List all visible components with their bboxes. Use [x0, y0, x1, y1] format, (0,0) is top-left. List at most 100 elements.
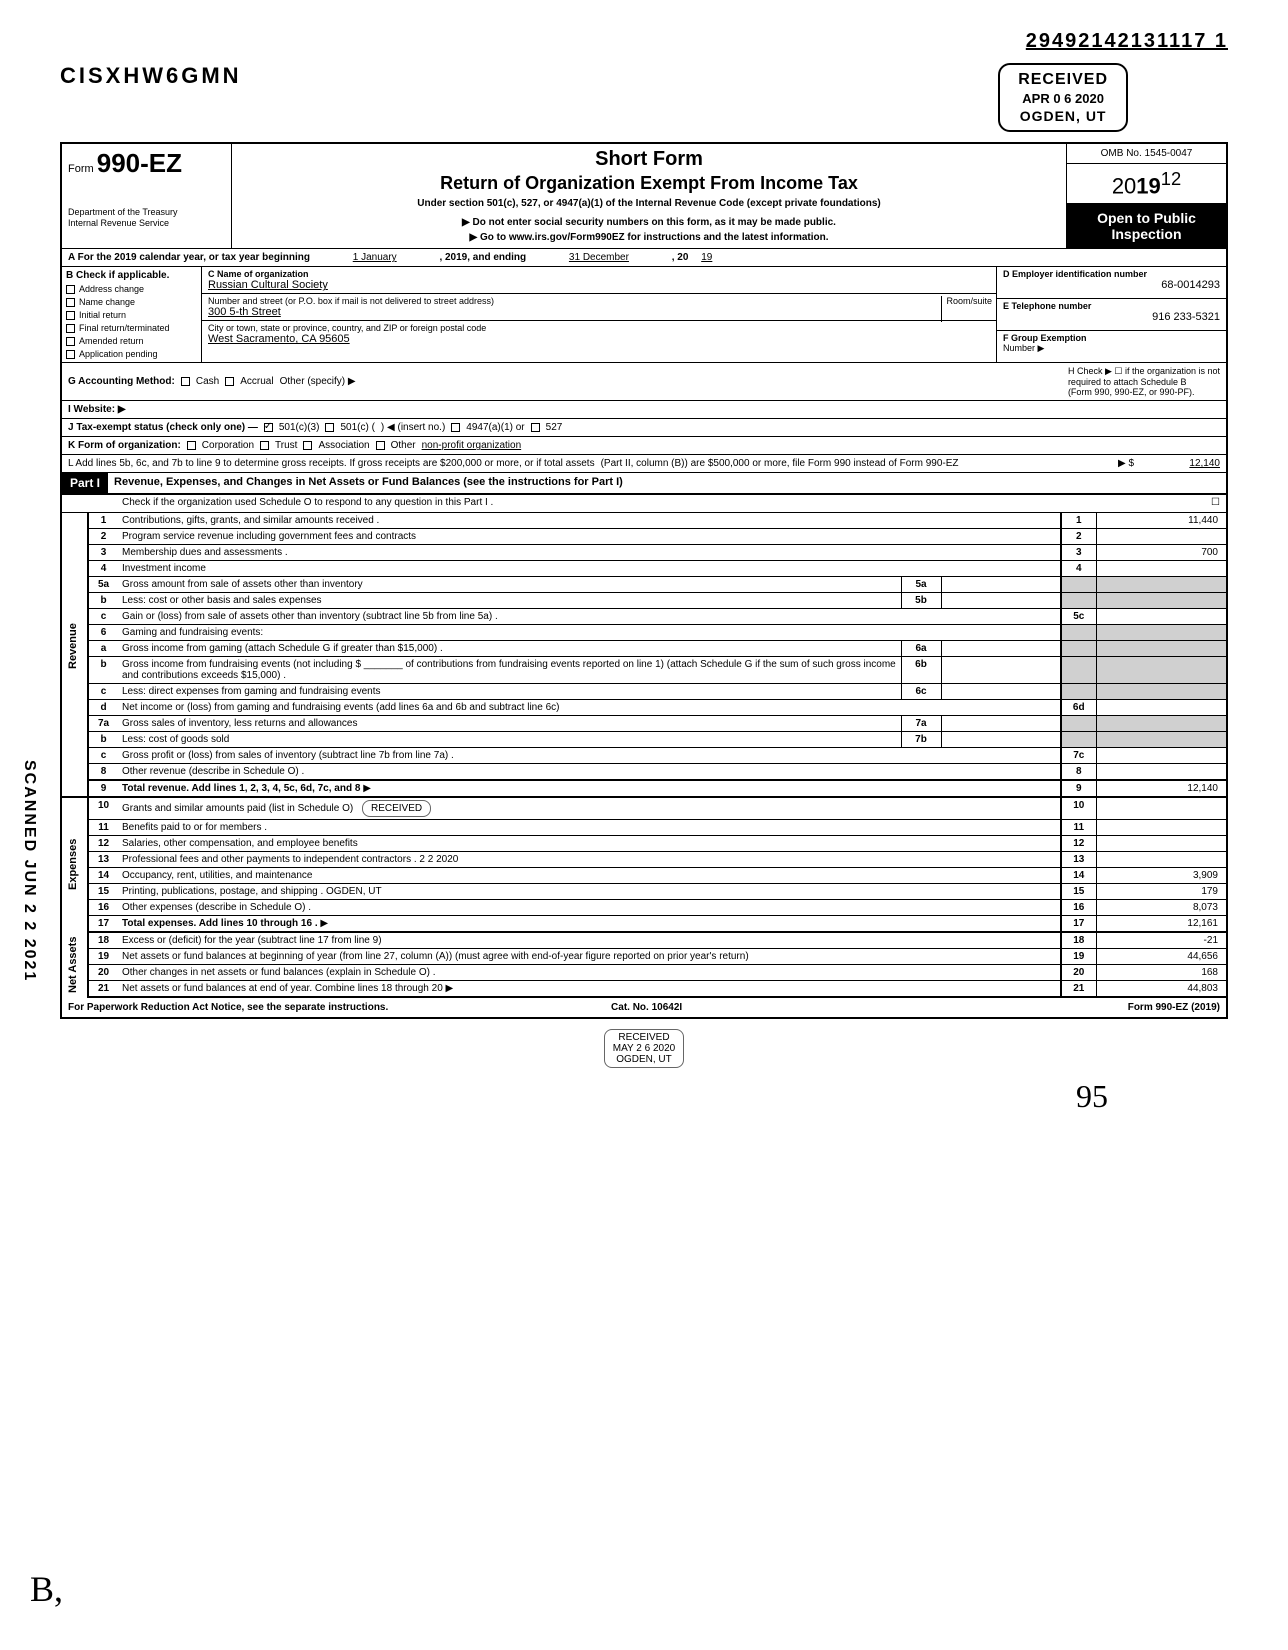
opt-527: 527: [546, 422, 563, 433]
opt-cash: Cash: [196, 376, 219, 387]
cb-app-pending[interactable]: [66, 350, 75, 359]
dept-treasury: Department of the Treasury: [68, 207, 225, 218]
row-a-label: A For the 2019 calendar year, or tax yea…: [68, 252, 310, 263]
cb-name-change[interactable]: [66, 298, 75, 307]
cb-amended[interactable]: [66, 337, 75, 346]
cb-final-return[interactable]: [66, 324, 75, 333]
ln-1-rn: 1: [1061, 513, 1096, 529]
ln-14-desc: Occupancy, rent, utilities, and maintena…: [122, 870, 312, 881]
form-title-main: Return of Organization Exempt From Incom…: [240, 173, 1058, 194]
header-code: CISXHW6GMN: [60, 63, 242, 89]
ln-13-rn: 13: [1061, 852, 1096, 868]
ln-9-num: 9: [88, 780, 118, 797]
ln-6d-desc: Net income or (loss) from gaming and fun…: [122, 702, 559, 713]
form-footer: Form 990-EZ (2019): [1128, 1002, 1220, 1013]
ln-17-desc: Total expenses. Add lines 10 through 16 …: [122, 918, 318, 929]
ln-3-rn: 3: [1061, 545, 1096, 561]
cb-501c[interactable]: [325, 423, 334, 432]
ln-10-num: 10: [88, 797, 118, 820]
cb-trust[interactable]: [260, 441, 269, 450]
revenue-expense-table: Revenue 1 Contributions, gifts, grants, …: [62, 513, 1226, 998]
ln-6c-desc: Less: direct expenses from gaming and fu…: [122, 686, 380, 697]
group-exempt-num: Number ▶: [1003, 343, 1044, 353]
row-j-label: J Tax-exempt status (check only one) —: [68, 422, 258, 433]
cb-501c3[interactable]: [264, 423, 273, 432]
handwritten-b: B,: [30, 1568, 63, 1610]
row-i-label: I Website: ▶: [68, 404, 126, 415]
ln-5c-rn: 5c: [1061, 609, 1096, 625]
cb-other-form[interactable]: [376, 441, 385, 450]
header-tracking-number: 29492142131117 1: [60, 30, 1228, 53]
row-a-start: 1 January: [313, 252, 437, 263]
ln-6d-rv: [1096, 700, 1226, 716]
cb-corp[interactable]: [187, 441, 196, 450]
cb-4947[interactable]: [451, 423, 460, 432]
recv-stamp-2: RECEIVED: [362, 800, 431, 817]
row-h-3: (Form 990, 990-EZ, or 990-PF).: [1068, 387, 1195, 397]
row-j: J Tax-exempt status (check only one) — 5…: [62, 419, 1226, 437]
cb-initial-return[interactable]: [66, 311, 75, 320]
ln-18-num: 18: [88, 932, 118, 949]
form-prefix: Form: [68, 163, 94, 175]
ln-13-rv: [1096, 852, 1226, 868]
cb-label-0: Address change: [79, 284, 144, 294]
cb-address-change[interactable]: [66, 285, 75, 294]
ln-5b-desc: Less: cost or other basis and sales expe…: [122, 595, 322, 606]
ein-value: 68-0014293: [1003, 279, 1220, 291]
cb-label-2: Initial return: [79, 310, 126, 320]
ln-19-rn: 19: [1061, 949, 1096, 965]
cb-accrual[interactable]: [225, 377, 234, 386]
handwritten-95: 95: [60, 1078, 1108, 1115]
ln-11-num: 11: [88, 820, 118, 836]
ln-16-rn: 16: [1061, 900, 1096, 916]
ln-5c-rv: [1096, 609, 1226, 625]
ln-16-num: 16: [88, 900, 118, 916]
ln-18-rn: 18: [1061, 932, 1096, 949]
revenue-label: Revenue: [62, 513, 88, 780]
ln-6-num: 6: [88, 625, 118, 641]
phone-label: E Telephone number: [1003, 301, 1091, 311]
ln-20-rn: 20: [1061, 965, 1096, 981]
org-street: 300 5-th Street: [208, 306, 281, 318]
col-c-street-label: Number and street (or P.O. box if mail i…: [208, 296, 494, 306]
row-l: L Add lines 5b, 6c, and 7b to line 9 to …: [62, 455, 1226, 473]
col-c-city-label: City or town, state or province, country…: [208, 323, 486, 333]
ln-19-rv: 44,656: [1096, 949, 1226, 965]
row-k: K Form of organization: Corporation Trus…: [62, 437, 1226, 455]
ln-7b-num: b: [88, 732, 118, 748]
row-l-1: L Add lines 5b, 6c, and 7b to line 9 to …: [68, 458, 595, 469]
ln-13-desc: Professional fees and other payments to …: [122, 854, 417, 865]
ln-2-desc: Program service revenue including govern…: [122, 531, 416, 542]
col-b-header: B Check if applicable.: [66, 270, 197, 281]
row-a-end: 31 December: [529, 252, 669, 263]
ln-16-desc: Other expenses (describe in Schedule O) …: [122, 902, 311, 913]
open-public-badge: Open to Public Inspection: [1067, 204, 1226, 248]
ln-10-desc: Grants and similar amounts paid (list in…: [122, 803, 353, 814]
received-line1: RECEIVED: [1018, 71, 1108, 89]
cb-527[interactable]: [531, 423, 540, 432]
ln-17-rn: 17: [1061, 916, 1096, 933]
received-location: OGDEN, UT: [1018, 108, 1108, 124]
ln-18-desc: Excess or (deficit) for the year (subtra…: [122, 935, 382, 946]
row-g-label: G Accounting Method:: [68, 376, 175, 387]
ln-15-rv: 179: [1096, 884, 1226, 900]
ln-18-rv: -21: [1096, 932, 1226, 949]
recv2-date: 2 2 2020: [419, 854, 458, 865]
cat-no: Cat. No. 10642I: [611, 1002, 682, 1013]
dept-irs: Internal Revenue Service: [68, 218, 225, 229]
ln-14-rn: 14: [1061, 868, 1096, 884]
ln-6a-num: a: [88, 641, 118, 657]
received-stamp-main: RECEIVED APR 0 6 2020 OGDEN, UT: [998, 63, 1128, 132]
ln-14-num: 14: [88, 868, 118, 884]
row-h-2: required to attach Schedule B: [1068, 377, 1187, 387]
row-a-yr: 19: [691, 252, 722, 263]
ln-1-desc: Contributions, gifts, grants, and simila…: [122, 515, 379, 526]
cb-assoc[interactable]: [303, 441, 312, 450]
cb-cash[interactable]: [181, 377, 190, 386]
ln-5c-desc: Gain or (loss) from sale of assets other…: [122, 611, 498, 622]
ln-7c-desc: Gross profit or (loss) from sales of inv…: [122, 750, 454, 761]
bottom-note: For Paperwork Reduction Act Notice, see …: [62, 998, 1226, 1017]
org-city: West Sacramento, CA 95605: [208, 333, 350, 345]
ln-6d-rn: 6d: [1061, 700, 1096, 716]
column-de: D Employer identification number 68-0014…: [996, 267, 1226, 362]
